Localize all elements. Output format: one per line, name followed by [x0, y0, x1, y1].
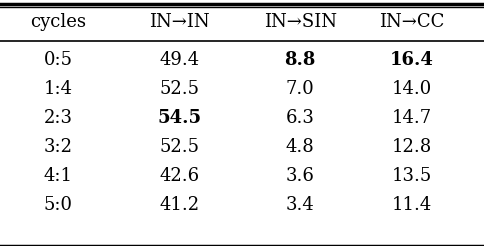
Text: 7.0: 7.0: [286, 80, 315, 98]
Text: 54.5: 54.5: [157, 109, 201, 127]
Text: 13.5: 13.5: [391, 167, 432, 185]
Text: 6.3: 6.3: [286, 109, 315, 127]
Text: IN→CC: IN→CC: [378, 13, 444, 31]
Text: cycles: cycles: [30, 13, 86, 31]
Text: 52.5: 52.5: [159, 80, 199, 98]
Text: 4:1: 4:1: [44, 167, 73, 185]
Text: 3:2: 3:2: [44, 138, 73, 156]
Text: 12.8: 12.8: [391, 138, 432, 156]
Text: 3.4: 3.4: [286, 196, 315, 215]
Text: 3.6: 3.6: [286, 167, 315, 185]
Text: 42.6: 42.6: [159, 167, 199, 185]
Text: 4.8: 4.8: [286, 138, 315, 156]
Text: 41.2: 41.2: [159, 196, 199, 215]
Text: 0:5: 0:5: [44, 51, 73, 69]
Text: 49.4: 49.4: [159, 51, 199, 69]
Text: IN→SIN: IN→SIN: [264, 13, 336, 31]
Text: 16.4: 16.4: [390, 51, 433, 69]
Text: 1:4: 1:4: [44, 80, 73, 98]
Text: 11.4: 11.4: [391, 196, 432, 215]
Text: 8.8: 8.8: [285, 51, 316, 69]
Text: 52.5: 52.5: [159, 138, 199, 156]
Text: 2:3: 2:3: [44, 109, 73, 127]
Text: 14.7: 14.7: [392, 109, 431, 127]
Text: 14.0: 14.0: [391, 80, 432, 98]
Text: IN→IN: IN→IN: [149, 13, 210, 31]
Text: 5:0: 5:0: [44, 196, 73, 215]
